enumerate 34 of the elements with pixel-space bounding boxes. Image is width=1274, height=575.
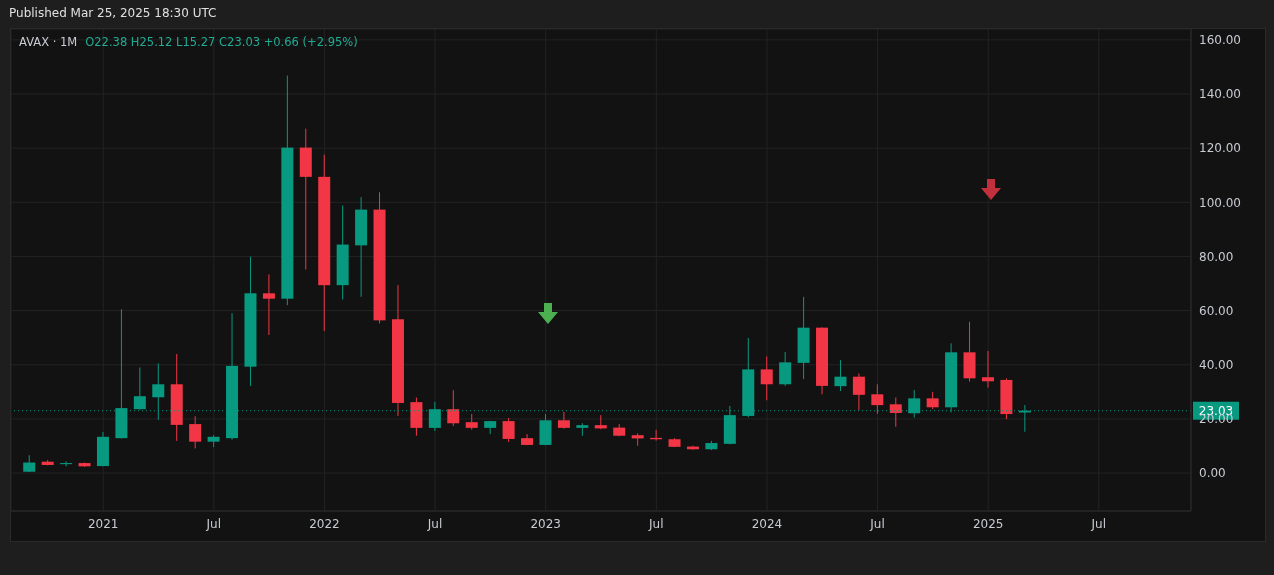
y-tick-label: 160.00 bbox=[1199, 33, 1241, 48]
x-tick-label: 2023 bbox=[530, 516, 561, 531]
x-tick-label: Jul bbox=[426, 516, 443, 531]
y-tick-label: 0.00 bbox=[1199, 466, 1226, 481]
text: AVAX · 1M bbox=[19, 35, 78, 49]
candlestick bbox=[447, 389, 460, 427]
candlestick bbox=[871, 383, 884, 415]
y-tick-label: 40.00 bbox=[1199, 358, 1234, 373]
candlestick bbox=[60, 460, 73, 467]
annotation: O22.38 H25.12 L15.27 C23.03 +0.66 (+2.95%) bbox=[85, 35, 358, 49]
candlestick bbox=[502, 417, 515, 443]
x-tick-label: 2022 bbox=[309, 516, 340, 531]
x-tick-label: Jul bbox=[205, 516, 222, 531]
y-tick-label: 140.00 bbox=[1199, 87, 1241, 102]
y-tick-label: 60.00 bbox=[1199, 303, 1234, 318]
candlestick bbox=[834, 359, 847, 392]
text: Published Mar 25, 2025 18:30 UTC bbox=[9, 6, 217, 20]
candlestick bbox=[779, 351, 792, 387]
y-tick-label: 120.00 bbox=[1199, 141, 1241, 156]
candlestick bbox=[262, 273, 275, 336]
x-tick-label: Jul bbox=[869, 516, 885, 531]
x-tick-label: 2025 bbox=[972, 516, 1004, 531]
x-tick-label: Jul bbox=[1090, 516, 1107, 531]
x-tick-label: Jul bbox=[648, 516, 664, 531]
y-tick-label: 80.00 bbox=[1199, 249, 1234, 264]
candlestick bbox=[981, 350, 994, 389]
candlestick bbox=[889, 397, 902, 428]
candlestick bbox=[557, 411, 570, 430]
x-tick-label: 2021 bbox=[87, 516, 119, 531]
y-tick-label: 100.00 bbox=[1199, 195, 1241, 210]
candlestick bbox=[852, 372, 865, 411]
candlestick bbox=[189, 415, 202, 449]
candlestick bbox=[760, 355, 773, 401]
x-tick-label: 2024 bbox=[751, 516, 783, 531]
